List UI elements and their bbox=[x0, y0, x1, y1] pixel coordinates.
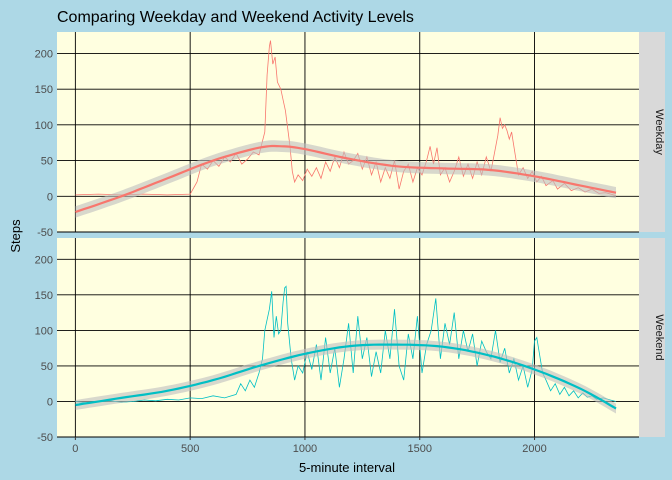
panel-background bbox=[57, 32, 639, 232]
facet-strip bbox=[639, 32, 665, 232]
facet-strip-label: Weekday bbox=[653, 109, 665, 155]
y-tick-label: 0 bbox=[47, 191, 53, 203]
y-tick-label: -50 bbox=[37, 227, 53, 239]
x-tick-label: 1500 bbox=[408, 443, 432, 455]
smooth-trend-line bbox=[75, 144, 617, 214]
y-tick-label: 50 bbox=[41, 361, 53, 373]
x-axis-title: 5-minute interval bbox=[299, 460, 395, 475]
series-line-weekday bbox=[75, 40, 617, 196]
series-line-weekend bbox=[75, 285, 617, 404]
smooth-trend-line bbox=[75, 343, 617, 410]
chart-title: Comparing Weekday and Weekend Activity L… bbox=[57, 9, 414, 26]
y-tick-label: 150 bbox=[35, 290, 53, 302]
chart-panels: -50 0 50 100 150 200 Weekday -50 0 50 100 150 200 Wee… bbox=[35, 32, 665, 444]
smooth-confidence-band bbox=[75, 140, 616, 218]
smooth-confidence-band bbox=[75, 339, 616, 414]
y-tick-label: 150 bbox=[35, 84, 53, 96]
y-tick-label: 200 bbox=[35, 48, 53, 60]
y-tick-label: 0 bbox=[47, 396, 53, 408]
y-tick-label: -50 bbox=[37, 432, 53, 444]
facet-strip-label: Weekend bbox=[653, 314, 665, 360]
panel-weekend: -50 0 50 100 150 200 Weekend bbox=[35, 238, 665, 444]
panel-weekday: -50 0 50 100 150 200 Weekday bbox=[35, 32, 665, 239]
facet-strip bbox=[639, 238, 665, 437]
x-tick-label: 0 bbox=[72, 443, 78, 455]
y-tick-label: 200 bbox=[35, 254, 53, 266]
y-tick-label: 100 bbox=[35, 325, 53, 337]
x-tick-label: 500 bbox=[181, 443, 199, 455]
y-axis-title: Steps bbox=[8, 219, 23, 253]
x-axis-ticks: 0 500 1000 1500 2000 bbox=[72, 437, 547, 455]
x-tick-label: 2000 bbox=[522, 443, 546, 455]
y-tick-label: 50 bbox=[41, 156, 53, 168]
panel-background bbox=[57, 238, 639, 437]
x-tick-label: 1000 bbox=[293, 443, 317, 455]
y-tick-label: 100 bbox=[35, 120, 53, 132]
